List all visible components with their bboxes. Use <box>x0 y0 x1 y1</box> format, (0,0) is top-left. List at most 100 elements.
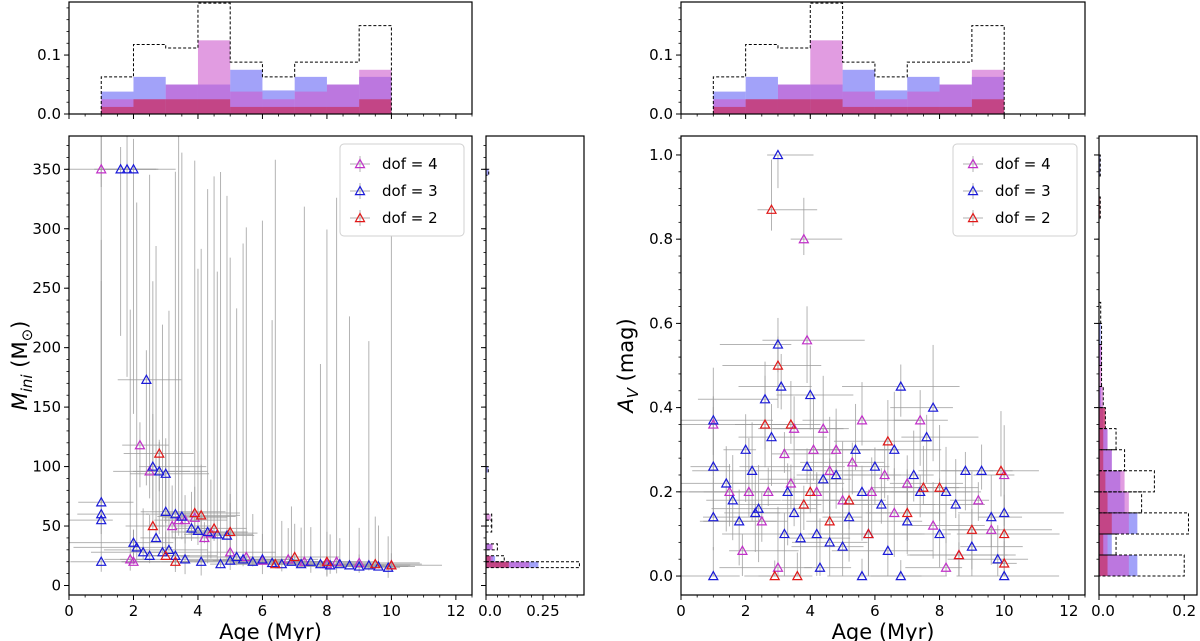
data-point <box>95 496 107 507</box>
y-tick-label: 250 <box>32 279 61 297</box>
data-point <box>289 551 301 562</box>
data-point <box>156 546 169 557</box>
data-point <box>707 414 719 425</box>
data-point <box>869 460 881 471</box>
y-axis-title-sub: V <box>624 386 642 398</box>
side-hist-outline <box>1098 301 1102 324</box>
data-point <box>882 545 894 555</box>
side-hist-frame <box>1098 135 1198 596</box>
data-point <box>798 233 810 244</box>
side-hist-bar <box>1099 428 1104 450</box>
data-point <box>998 570 1010 581</box>
x-tick-label: 0 <box>676 602 686 620</box>
top-hist-bar <box>197 99 231 114</box>
data-point <box>736 545 748 555</box>
legend: dof = 4 dof = 3 dof = 2 <box>952 143 1078 237</box>
data-point <box>144 465 156 476</box>
side-hist-x-tick-label: 0.0 <box>1091 602 1115 620</box>
data-point <box>195 555 207 566</box>
top-hist-bar <box>133 99 166 114</box>
data-point <box>707 460 719 471</box>
side-hist-bar <box>1099 197 1101 219</box>
series-dof4 <box>707 233 1010 572</box>
side-hist-bar <box>1099 365 1102 387</box>
side-hist-outline <box>485 168 490 176</box>
data-point <box>862 528 874 539</box>
side-hist-bar <box>486 514 491 521</box>
side-hist-outline <box>485 466 489 474</box>
data-point <box>150 532 162 543</box>
data-point <box>169 550 181 560</box>
top-hist-bar <box>326 106 360 114</box>
data-point <box>927 401 939 412</box>
x-tick-label: 2 <box>741 602 751 620</box>
data-point <box>824 465 836 475</box>
data-point <box>888 507 900 518</box>
plot-frame <box>680 135 1086 596</box>
legend-marker <box>354 185 366 196</box>
chart-left: 0 2 4 6 8 10 12 0 50 100 150 200 250 300 350 Age (Myr) M… <box>8 135 473 641</box>
data-point <box>160 506 172 516</box>
data-point <box>866 486 878 497</box>
data-point <box>363 559 375 570</box>
data-point <box>169 555 181 566</box>
data-point <box>850 443 862 454</box>
data-point <box>804 486 816 497</box>
side-hist-bar <box>1099 154 1101 177</box>
legend: dof = 4 dof = 3 dof = 2 <box>339 143 465 237</box>
side-hist-bar <box>1099 344 1102 366</box>
side-histogram-right: 0.0 0.2 <box>1091 135 1198 620</box>
x-tick-label: 4 <box>193 602 203 620</box>
side-hist-bar <box>1099 470 1106 492</box>
top-hist-outline <box>712 2 1005 114</box>
data-point <box>811 486 823 497</box>
data-point <box>372 560 385 571</box>
x-tick-label: 2 <box>129 602 139 620</box>
side-histogram-left: 0.0 0.25 <box>478 135 585 620</box>
y-tick-label: 0.8 <box>649 230 673 248</box>
data-point <box>791 570 803 581</box>
side-hist-bar <box>1099 533 1104 555</box>
data-point <box>901 477 913 488</box>
top-histogram-right: 0.0 0.1 <box>649 1 1086 123</box>
side-hist-x-tick-label: 0.25 <box>526 602 559 620</box>
data-point <box>778 528 790 539</box>
data-point <box>895 570 907 581</box>
side-hist-bar <box>1099 407 1106 429</box>
x-axis-title: Age (Myr) <box>832 620 935 641</box>
data-point <box>992 553 1004 564</box>
data-point <box>934 528 946 539</box>
data-point <box>179 553 191 564</box>
top-hist-bar <box>230 106 263 114</box>
y-tick-label: 0.6 <box>649 314 673 332</box>
y-tick-label: 0.4 <box>649 399 673 417</box>
data-point <box>147 520 159 531</box>
data-point <box>205 527 217 538</box>
data-point <box>772 338 784 349</box>
x-tick-label: 6 <box>870 602 880 620</box>
side-hist-bar <box>486 555 491 562</box>
side-hist-bar <box>486 466 489 473</box>
data-point <box>153 465 165 476</box>
y-axis-title-rest: (M <box>8 341 32 374</box>
top-hist-bar <box>165 99 198 114</box>
data-point <box>888 443 900 454</box>
data-point <box>189 507 201 518</box>
data-point <box>772 149 784 160</box>
data-point <box>321 555 333 566</box>
side-hist-frame <box>485 135 585 596</box>
data-point <box>976 465 988 475</box>
data-point <box>743 486 755 497</box>
top-hist-bar <box>810 99 843 114</box>
y-tick-label: 300 <box>32 220 61 238</box>
data-point <box>966 540 978 551</box>
y-axis-title-main: A <box>614 398 638 414</box>
data-point <box>127 536 139 547</box>
data-point <box>901 507 913 518</box>
data-point <box>285 555 297 566</box>
data-point <box>998 557 1010 568</box>
top-hist-bar <box>907 106 940 114</box>
x-tick-label: 10 <box>995 602 1014 620</box>
series-dof2 <box>759 203 1010 581</box>
x-tick-label: 10 <box>382 602 401 620</box>
